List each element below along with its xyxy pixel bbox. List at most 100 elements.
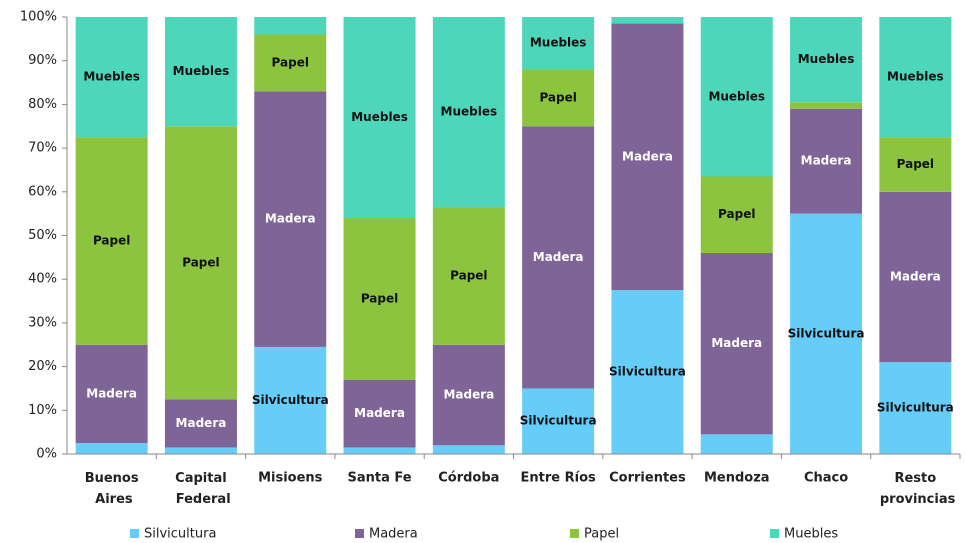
data-label: Madera: [354, 406, 405, 420]
legend-swatch: [770, 529, 779, 538]
data-label: Silvicultura: [520, 414, 597, 428]
bar-segment: [432, 445, 505, 454]
y-tick-label: 10%: [28, 403, 57, 418]
bar-segment: [343, 379, 416, 448]
x-tick-label: Santa Fe: [348, 471, 412, 486]
bar-segment: [254, 17, 327, 35]
data-label: Madera: [533, 250, 584, 264]
legend-label: Madera: [369, 527, 418, 542]
bar-segment: [75, 443, 148, 454]
bar-segment: [75, 344, 148, 444]
data-label: Muebles: [351, 110, 408, 124]
bar-segment: [164, 447, 237, 454]
bar-segment: [790, 102, 863, 109]
y-tick-label: 50%: [28, 228, 57, 243]
bar-segment: [75, 17, 148, 138]
data-label: Madera: [622, 149, 673, 163]
data-label: Muebles: [441, 105, 498, 119]
data-label: Papel: [361, 291, 398, 305]
bar-segment: [522, 126, 595, 389]
x-tick-label: Buenos Aires: [85, 471, 139, 507]
bar-segment: [522, 388, 595, 454]
data-label: Muebles: [83, 70, 140, 84]
bar-segment: [879, 191, 952, 363]
bar-segment: [879, 17, 952, 138]
x-tick-label: Córdoba: [438, 471, 499, 486]
x-tick-label: Misioens: [258, 471, 323, 486]
bar-segment: [700, 17, 773, 177]
data-label: Silvicultura: [788, 326, 865, 340]
data-label: Madera: [443, 388, 494, 402]
data-label: Madera: [801, 154, 852, 168]
x-tick-label: Chaco: [804, 471, 848, 486]
x-tick-label: Capital Federal: [171, 471, 230, 507]
data-label: Silvicultura: [252, 393, 329, 407]
bar-segment: [254, 34, 327, 92]
data-label: Muebles: [708, 89, 765, 103]
bar-segment: [432, 344, 505, 446]
bar-segment: [343, 218, 416, 380]
data-label: Muebles: [798, 52, 855, 66]
bar-segment: [611, 17, 684, 24]
data-label: Papel: [450, 268, 487, 282]
data-label: Madera: [86, 386, 137, 400]
bar-segment: [164, 399, 237, 448]
bar-segment: [164, 126, 237, 400]
bar-segment: [700, 176, 773, 253]
data-label: Muebles: [530, 36, 587, 50]
bar-segment: [432, 17, 505, 208]
legend-swatch: [130, 529, 139, 538]
y-tick-label: 100%: [20, 10, 57, 25]
bar-segment: [432, 207, 505, 345]
data-label: Muebles: [173, 64, 230, 78]
legend-swatch: [355, 529, 364, 538]
data-label: Papel: [718, 207, 755, 221]
legend-label: Papel: [584, 527, 619, 542]
bar-segment: [790, 17, 863, 103]
bar-segment: [343, 447, 416, 454]
bar-segment: [254, 91, 327, 347]
bar-segment: [164, 17, 237, 127]
bar-segment: [522, 69, 595, 127]
x-tick-label: Resto provincias: [875, 471, 955, 507]
data-label: Papel: [182, 255, 219, 269]
data-label: Madera: [711, 336, 762, 350]
y-tick-label: 80%: [28, 97, 57, 112]
data-label: Muebles: [887, 70, 944, 84]
data-label: Papel: [539, 90, 576, 104]
x-tick-label: Entre Ríos: [521, 471, 597, 486]
bar-segment: [700, 434, 773, 454]
y-tick-label: 70%: [28, 141, 57, 156]
x-tick-label: Corrientes: [609, 471, 686, 486]
bar-segment: [790, 213, 863, 454]
legend-swatch: [570, 529, 579, 538]
bar-segment: [254, 346, 327, 454]
bar-segment: [343, 17, 416, 219]
bar-segment: [879, 137, 952, 192]
data-label: Papel: [93, 233, 130, 247]
bar-segment: [611, 23, 684, 291]
bar-segment: [75, 137, 148, 345]
y-tick-label: 20%: [28, 359, 57, 374]
bar-segment: [522, 17, 595, 70]
x-tick-label: Mendoza: [704, 471, 770, 486]
bar-segment: [700, 252, 773, 435]
data-label: Papel: [897, 157, 934, 171]
data-label: Madera: [176, 416, 227, 430]
y-tick-label: 40%: [28, 272, 57, 287]
data-label: Silvicultura: [877, 401, 954, 415]
y-tick-label: 90%: [28, 53, 57, 68]
y-tick-label: 60%: [28, 184, 57, 199]
data-label: Madera: [265, 212, 316, 226]
y-tick-label: 0%: [36, 447, 57, 462]
legend-label: Muebles: [784, 527, 838, 542]
y-tick-label: 30%: [28, 315, 57, 330]
legend-label: Silvicultura: [144, 527, 216, 542]
data-label: Madera: [890, 270, 941, 284]
bar-segment: [790, 108, 863, 214]
data-label: Silvicultura: [609, 365, 686, 379]
data-label: Papel: [272, 55, 309, 69]
bar-segment: [879, 362, 952, 454]
bar-segment: [611, 290, 684, 454]
